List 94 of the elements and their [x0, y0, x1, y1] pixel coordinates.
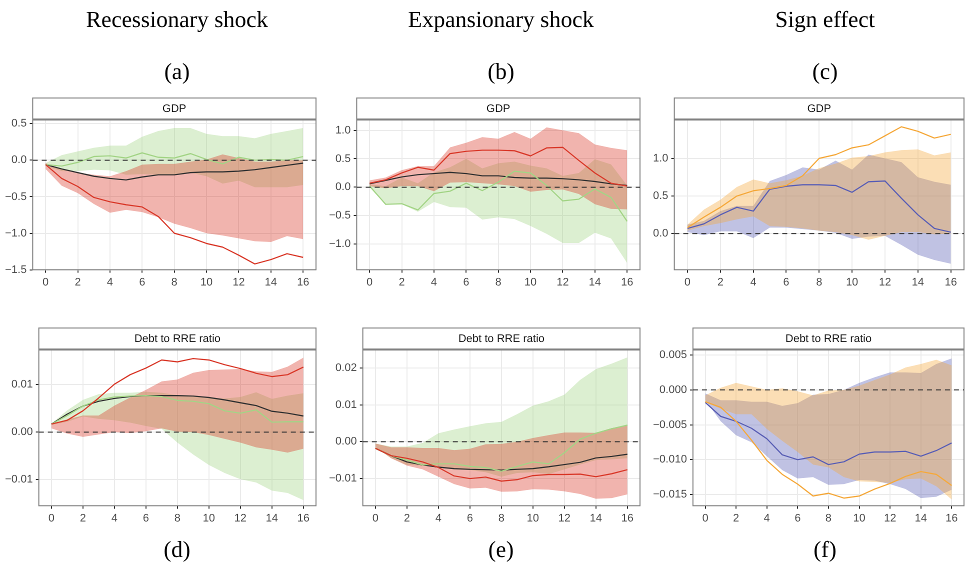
x-tick-label: 12	[558, 512, 571, 524]
y-tick-label: −1.0	[328, 238, 351, 250]
y-tick-label: 1.0	[335, 124, 351, 136]
y-tick-label: −0.010	[653, 453, 687, 466]
chart-subtitle: (c)	[811, 58, 839, 86]
y-tick-label: 0.01	[335, 398, 357, 410]
y-tick-label: 0.02	[335, 362, 357, 374]
y-tick-label: −1.5	[4, 264, 27, 276]
x-tick-label: 0	[372, 512, 378, 524]
x-tick-label: 8	[174, 512, 180, 524]
x-tick-label: 10	[846, 276, 858, 288]
x-tick-label: 2	[404, 512, 410, 524]
x-tick-label: 16	[944, 276, 957, 288]
x-tick-label: 16	[297, 512, 310, 524]
x-tick-label: 8	[495, 276, 502, 288]
y-tick-label: −0.5	[4, 190, 27, 203]
text: Debt to RRE ratio	[785, 332, 872, 345]
x-axis-title: (f)	[812, 536, 838, 564]
y-tick-label: −0.01	[328, 472, 357, 484]
x-tick-label: 2	[717, 276, 724, 288]
x-tick-label: 6	[142, 512, 149, 524]
y-tick-label: −1.0	[4, 227, 27, 240]
x-tick-label: 12	[884, 512, 896, 524]
y-tick-label: 0.005	[659, 348, 687, 360]
x-tick-label: 4	[435, 512, 442, 524]
chart-subtitle: (a)	[163, 58, 191, 86]
x-tick-label: 6	[466, 512, 473, 524]
y-tick-label: 1.0	[652, 152, 668, 164]
x-tick-label: 0	[48, 512, 54, 524]
y-tick-label: −0.005	[653, 418, 687, 430]
x-tick-label: 0	[684, 276, 691, 288]
y-tick-label: 0.01	[11, 378, 33, 390]
chart-title: Sign effect	[774, 6, 876, 34]
text: GDP	[162, 103, 186, 116]
text: GDP	[807, 103, 832, 116]
y-tick-label: 0.5	[335, 152, 351, 165]
x-tick-label: 4	[750, 276, 756, 288]
y-tick-label: 0.000	[659, 383, 687, 396]
x-tick-label: 14	[912, 276, 924, 288]
x-tick-label: 0	[702, 512, 708, 524]
y-tick-label: 0.00	[11, 426, 33, 438]
x-tick-label: 2	[733, 512, 740, 524]
y-tick-label: −0.015	[653, 488, 687, 500]
x-axis-title: (d)	[162, 536, 192, 564]
y-tick-label: 0.5	[652, 190, 668, 202]
y-tick-label: −0.5	[328, 210, 351, 222]
x-tick-label: 8	[816, 276, 822, 288]
x-tick-label: 0	[42, 276, 49, 288]
y-tick-label: 0.0	[11, 154, 27, 166]
x-tick-label: 8	[825, 512, 832, 524]
x-tick-label: 14	[264, 276, 278, 288]
y-tick-label: −0.01	[4, 473, 33, 486]
chart-title: Recessionary shock	[84, 6, 270, 34]
x-tick-label: 2	[74, 276, 81, 288]
x-tick-label: 6	[794, 512, 801, 524]
text: Debt to RRE ratio	[458, 332, 545, 345]
x-tick-label: 4	[430, 276, 438, 288]
x-tick-label: 10	[526, 512, 540, 524]
chart-subtitle: (b)	[486, 58, 516, 86]
x-tick-label: 10	[202, 512, 216, 524]
x-tick-label: 16	[621, 276, 634, 288]
x-tick-label: 10	[853, 512, 866, 524]
x-axis-title: (e)	[487, 536, 515, 564]
x-tick-label: 6	[463, 276, 470, 288]
x-tick-label: 8	[171, 276, 178, 288]
x-tick-label: 4	[106, 276, 114, 288]
x-tick-label: 6	[139, 276, 146, 288]
chart-title: Expansionary shock	[407, 6, 595, 34]
x-tick-label: 8	[498, 512, 504, 524]
x-tick-label: 16	[621, 512, 634, 524]
x-tick-label: 4	[764, 512, 770, 524]
x-tick-label: 16	[946, 512, 958, 524]
x-tick-label: 16	[297, 276, 310, 288]
y-tick-label: 0.0	[335, 181, 351, 194]
y-tick-label: 0.0	[652, 228, 668, 240]
x-tick-label: 10	[524, 276, 537, 288]
x-tick-label: 14	[266, 512, 278, 524]
text: GDP	[486, 103, 510, 116]
x-tick-label: 2	[398, 276, 405, 288]
x-tick-label: 2	[80, 512, 86, 524]
x-tick-label: 12	[234, 512, 247, 524]
x-tick-label: 12	[556, 276, 569, 288]
text: Debt to RRE ratio	[134, 332, 221, 345]
x-tick-label: 14	[588, 276, 602, 288]
x-tick-label: 12	[878, 276, 892, 288]
x-tick-label: 0	[366, 276, 373, 288]
x-tick-label: 14	[914, 512, 928, 524]
x-tick-label: 6	[783, 276, 790, 288]
x-tick-label: 4	[111, 512, 118, 524]
x-tick-label: 12	[232, 276, 245, 288]
x-tick-label: 14	[590, 512, 602, 524]
x-tick-label: 10	[200, 276, 213, 288]
y-tick-label: 0.5	[11, 118, 27, 130]
y-tick-label: 0.00	[335, 435, 357, 448]
